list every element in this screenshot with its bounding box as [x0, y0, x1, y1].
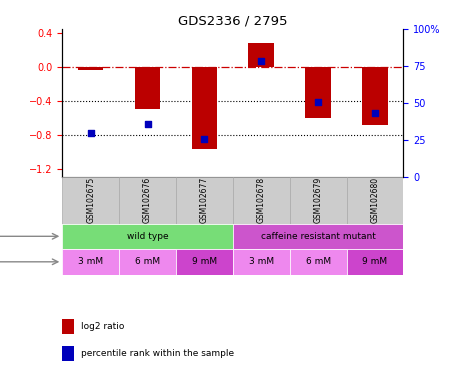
Text: 9 mM: 9 mM	[192, 257, 217, 266]
Bar	[233, 223, 403, 249]
Point	[314, 98, 322, 104]
Bar	[176, 249, 233, 275]
Bar	[62, 249, 119, 275]
Point	[144, 121, 151, 127]
Bar	[62, 223, 233, 249]
Bar	[290, 177, 347, 223]
Text: percentile rank within the sample: percentile rank within the sample	[81, 349, 234, 358]
Text: log2 ratio: log2 ratio	[81, 322, 124, 331]
Point	[201, 136, 208, 142]
Point	[87, 129, 95, 136]
Title: GDS2336 / 2795: GDS2336 / 2795	[178, 15, 288, 28]
Bar	[233, 249, 290, 275]
Bar	[233, 177, 290, 223]
Text: wild type: wild type	[127, 232, 168, 241]
Text: GSM102680: GSM102680	[371, 177, 379, 223]
Text: 3 mM: 3 mM	[248, 257, 274, 266]
Text: GSM102679: GSM102679	[313, 177, 323, 223]
Text: caffeine resistant mutant: caffeine resistant mutant	[260, 232, 376, 241]
Text: 6 mM: 6 mM	[135, 257, 160, 266]
Bar	[176, 177, 233, 223]
Bar	[135, 67, 160, 109]
Bar	[305, 67, 331, 118]
Bar	[62, 177, 119, 223]
Text: 3 mM: 3 mM	[78, 257, 103, 266]
Bar	[362, 67, 388, 125]
Bar	[290, 249, 347, 275]
Bar	[248, 43, 274, 67]
Bar	[192, 67, 217, 149]
Text: GSM102676: GSM102676	[143, 177, 152, 223]
Bar	[347, 177, 403, 223]
Bar	[347, 249, 403, 275]
Bar	[78, 67, 103, 70]
Text: GSM102677: GSM102677	[200, 177, 209, 223]
Text: GSM102678: GSM102678	[257, 177, 266, 223]
Point	[258, 58, 265, 65]
Bar	[119, 249, 176, 275]
Text: GSM102675: GSM102675	[86, 177, 95, 223]
Bar	[119, 177, 176, 223]
Text: 9 mM: 9 mM	[362, 257, 388, 266]
Text: 6 mM: 6 mM	[306, 257, 331, 266]
Point	[371, 110, 378, 116]
